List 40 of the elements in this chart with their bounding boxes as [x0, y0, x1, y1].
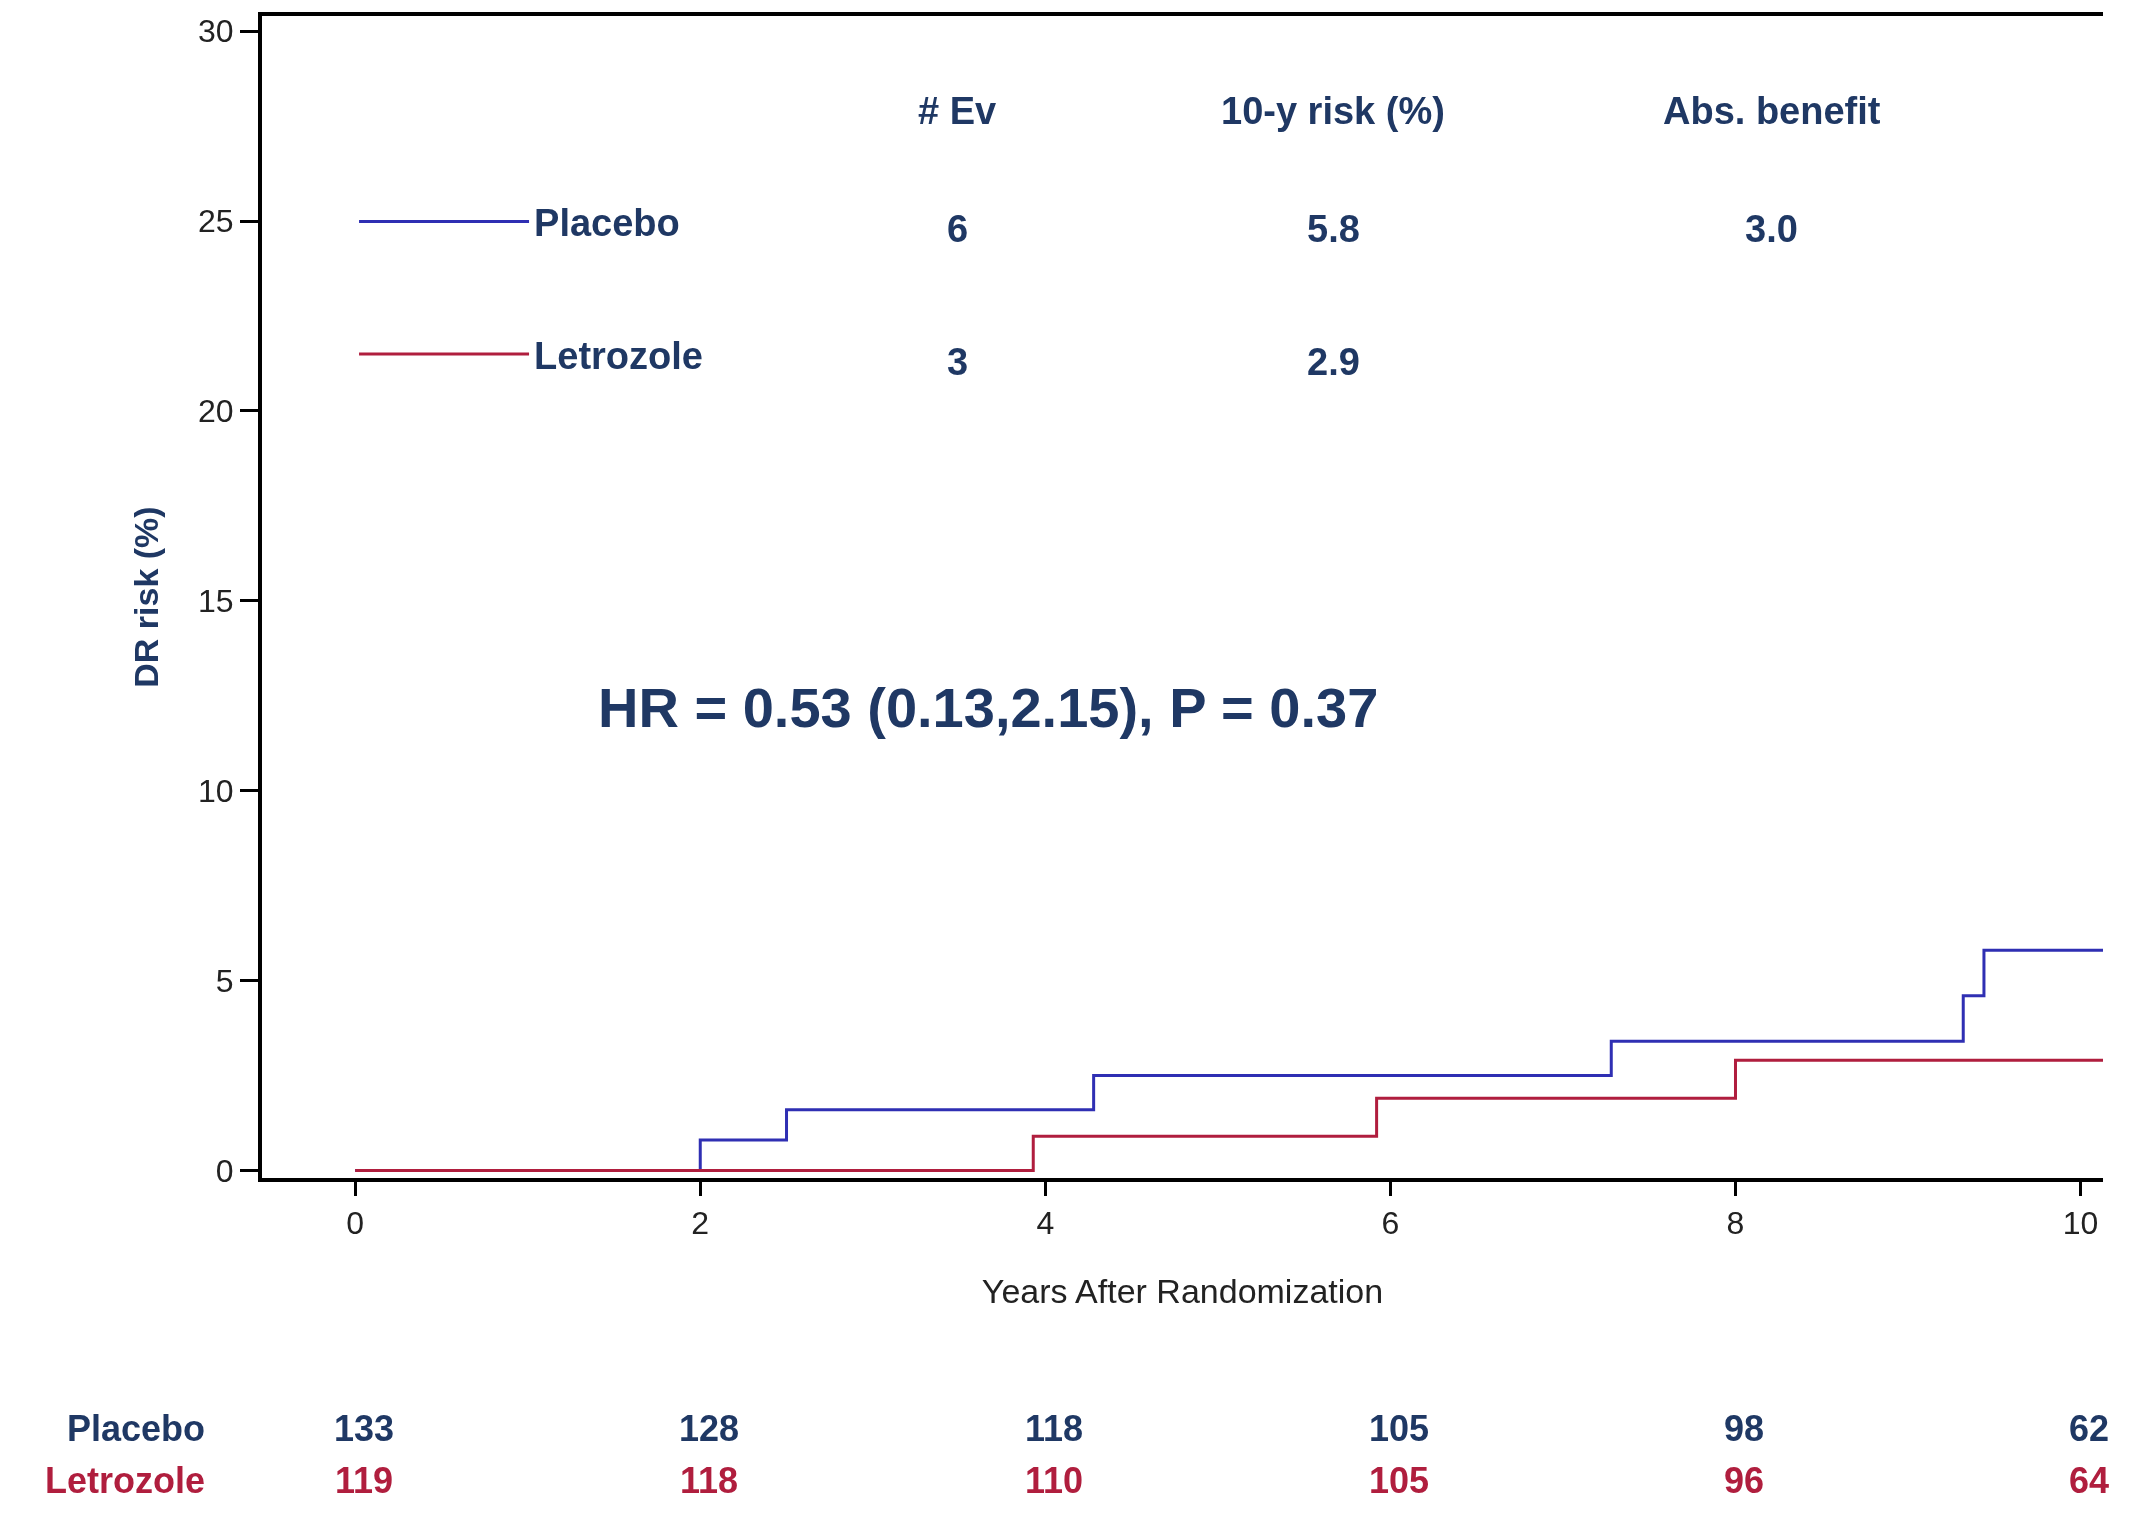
text: 119 — [335, 1460, 394, 1501]
text: 105 — [1369, 1460, 1430, 1501]
text: 110 — [1025, 1460, 1084, 1501]
annotation: 2.9 — [1307, 341, 1360, 383]
x-tick-label: 0 — [346, 1205, 365, 1242]
annotation: 3 — [947, 341, 969, 383]
y-axis-title: DR risk (%) — [127, 506, 166, 688]
y-tick-label: 5 — [215, 962, 234, 999]
legend-label: Placebo — [534, 202, 680, 245]
y-tick-label: 10 — [198, 772, 234, 809]
y-tick-label: 15 — [198, 583, 234, 619]
text: 128 — [679, 1408, 740, 1449]
y-tick-label: 25 — [198, 203, 234, 240]
text: 98 — [1724, 1408, 1765, 1449]
annotation: HR = 0.53 (0.13,2.15), P = 0.37 — [598, 676, 1379, 739]
annotation: 5.8 — [1307, 208, 1360, 250]
x-tick-label: 8 — [1726, 1205, 1745, 1242]
y-tick-label: 20 — [198, 393, 234, 430]
legend-label: Letrozole — [534, 334, 703, 377]
text: Placebo — [67, 1408, 206, 1449]
annotation: 6 — [947, 208, 969, 250]
text: 118 — [1025, 1408, 1084, 1449]
annotation: Abs. benefit — [1663, 90, 1881, 132]
text: 133 — [334, 1408, 395, 1449]
text: 118 — [680, 1460, 739, 1501]
annotation: 10-y risk (%) — [1221, 90, 1445, 132]
text: 62 — [2069, 1408, 2110, 1449]
x-tick-label: 10 — [2062, 1205, 2099, 1242]
text: Letrozole — [45, 1460, 206, 1501]
x-tick-label: 4 — [1036, 1205, 1055, 1242]
x-axis-title: Years After Randomization — [981, 1272, 1384, 1311]
y-tick-label: 30 — [198, 13, 234, 50]
y-tick-label: 0 — [215, 1152, 234, 1189]
annotation: # Ev — [918, 90, 997, 132]
text: 105 — [1369, 1408, 1430, 1449]
x-tick-label: 2 — [691, 1205, 710, 1242]
text: 64 — [2069, 1460, 2110, 1501]
text: 96 — [1724, 1460, 1765, 1501]
annotation: 3.0 — [1745, 208, 1798, 250]
x-tick-label: 6 — [1381, 1205, 1400, 1242]
